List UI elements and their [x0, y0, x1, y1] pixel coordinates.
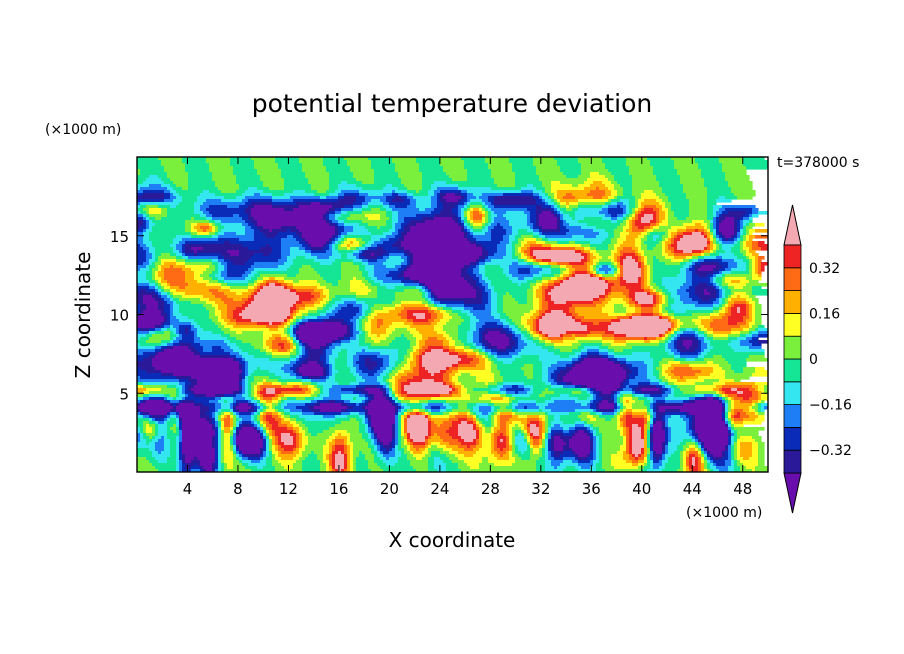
- x-axis: 4 8 12 16 20 24 28 32 36 40 44 48: [183, 157, 752, 498]
- x-tick-label: 4: [183, 480, 193, 498]
- x-tick-label: 12: [279, 480, 298, 498]
- y-axis: 5 10 15: [110, 228, 768, 403]
- colorbar-max-triangle: [783, 204, 802, 246]
- field-cells: [137, 157, 768, 472]
- colorbar-tick-label: 0.32: [809, 261, 840, 277]
- chart-title: potential temperature deviation: [252, 89, 652, 118]
- x-tick-label: 28: [481, 480, 500, 498]
- x-tick-label: 8: [233, 480, 243, 498]
- x-tick-label: 44: [683, 480, 702, 498]
- x-unit-label: (×1000 m): [686, 505, 762, 521]
- y-unit-label: (×1000 m): [45, 122, 121, 138]
- x-axis-label: X coordinate: [389, 528, 516, 552]
- colorbar-tick-label: 0: [809, 352, 818, 368]
- colorbar-tick-label: 0.16: [809, 306, 840, 322]
- x-tick-label: 40: [632, 480, 651, 498]
- colorbar: 0.32 0.16 0 −0.16 −0.32: [783, 204, 852, 514]
- colorbar-box: [783, 449, 802, 474]
- colorbar-min-triangle: [783, 472, 802, 514]
- contour-field: [137, 157, 768, 472]
- y-tick-label: 15: [110, 228, 129, 246]
- x-tick-label: 20: [380, 480, 399, 498]
- colorbar-tick-label: −0.16: [809, 398, 852, 414]
- x-tick-label: 48: [733, 480, 752, 498]
- x-tick-label: 16: [329, 480, 348, 498]
- y-axis-label: Z coordinate: [71, 252, 95, 379]
- colorbar-box: [783, 312, 802, 337]
- colorbar-tick-label: −0.32: [809, 443, 852, 459]
- colorbar-box: [783, 426, 802, 451]
- colorbar-box: [783, 335, 802, 360]
- colorbar-box: [783, 267, 802, 291]
- colorbar-box: [783, 290, 802, 314]
- x-tick-label: 36: [582, 480, 601, 498]
- y-tick-label: 5: [119, 385, 129, 403]
- y-tick-label: 10: [110, 307, 129, 325]
- colorbar-box: [783, 381, 802, 405]
- colorbar-box: [783, 358, 802, 383]
- x-tick-label: 32: [531, 480, 550, 498]
- x-tick-label: 24: [430, 480, 449, 498]
- colorbar-box: [783, 404, 802, 428]
- colorbar-box: [783, 244, 802, 269]
- time-label: t=378000 s: [777, 155, 859, 171]
